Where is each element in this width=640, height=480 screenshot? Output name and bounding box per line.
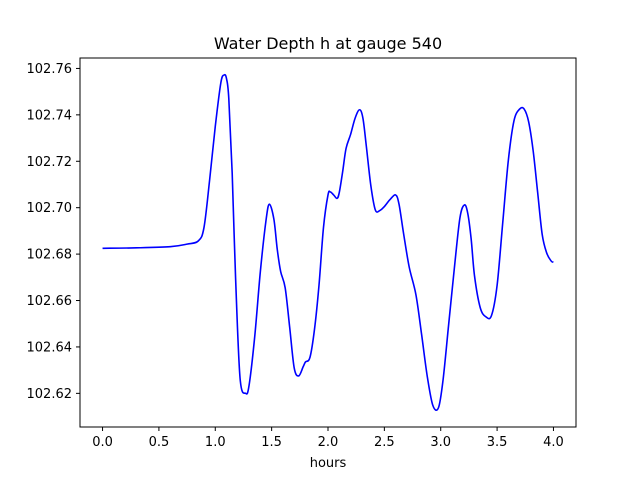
y-tick-label: 102.74 — [27, 108, 73, 123]
y-tick-label: 102.68 — [27, 248, 73, 263]
y-tick-label: 102.76 — [27, 62, 73, 77]
series-line-0 — [102, 73, 554, 412]
x-axis-label: hours — [310, 456, 347, 471]
plot-frame — [79, 57, 577, 428]
x-tick-label: 0.5 — [149, 435, 170, 450]
x-tick-label: 0.0 — [92, 435, 113, 450]
x-tick-label: 1.5 — [261, 435, 282, 450]
x-tick-label: 3.5 — [487, 435, 508, 450]
x-tick-label: 2.0 — [318, 435, 339, 450]
y-tick-label: 102.62 — [27, 387, 73, 402]
x-tick-label: 1.0 — [205, 435, 226, 450]
y-axis-ticks: 102.62 102.64 102.66 102.68 102.70 102.72 102.… — [27, 62, 80, 402]
y-tick-label: 102.72 — [27, 155, 73, 170]
x-tick-label: 4.0 — [543, 435, 564, 450]
x-tick-label: 2.5 — [374, 435, 395, 450]
x-tick-label: 3.0 — [430, 435, 451, 450]
chart-title: Water Depth h at gauge 540 — [214, 34, 442, 53]
y-tick-label: 102.64 — [27, 340, 73, 355]
y-tick-label: 102.70 — [27, 201, 73, 216]
plot-area — [102, 73, 554, 412]
y-tick-label: 102.66 — [27, 294, 73, 309]
x-axis-ticks: 0.0 0.5 1.0 1.5 2.0 2.5 3.0 3.5 4.0 — [92, 427, 564, 450]
